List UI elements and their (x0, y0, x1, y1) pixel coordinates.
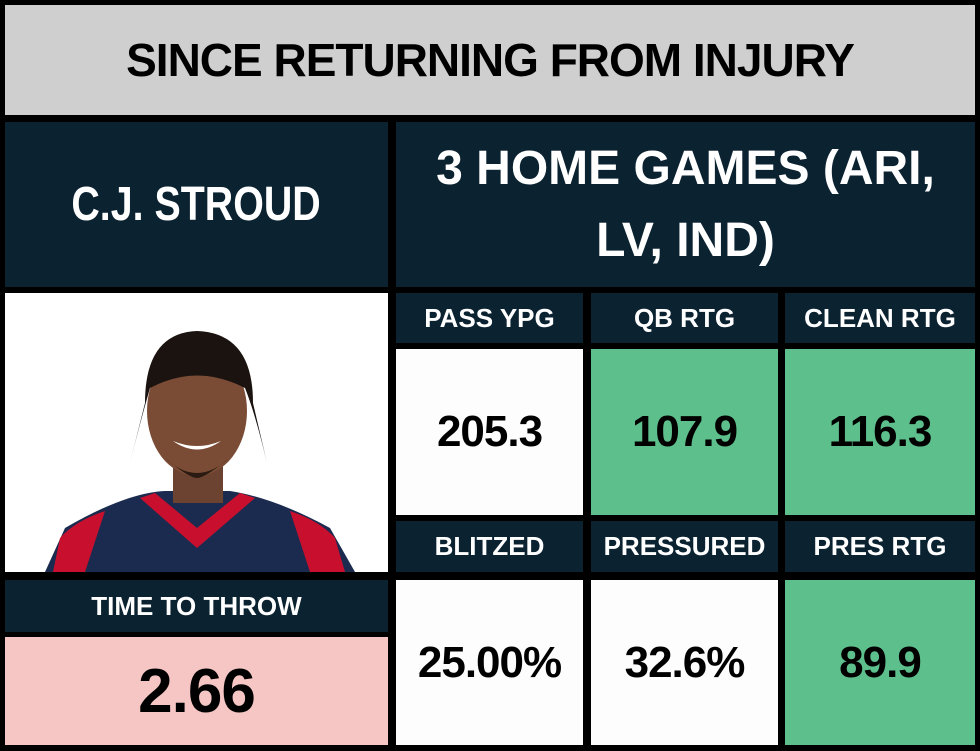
stat-header: PRESSURED (591, 521, 778, 572)
player-name: C.J. STROUD (71, 178, 322, 231)
stat-cell: 205.3 (396, 349, 583, 515)
stat-label: PRESSURED (603, 531, 766, 561)
time-to-throw-cell: 2.66 (5, 637, 388, 745)
stat-label: QB RTG (633, 302, 736, 333)
player-illustration (45, 331, 355, 572)
title-bar: SINCE RETURNING FROM INJURY (5, 5, 975, 115)
time-to-throw-value: 2.66 (138, 656, 256, 726)
stat-cell: 25.00% (396, 580, 583, 745)
title: SINCE RETURNING FROM INJURY (126, 34, 855, 86)
time-to-throw-label: TIME TO THROW (91, 590, 302, 621)
stat-value: 107.9 (631, 407, 738, 456)
games: 3 HOME GAMES (ARI, LV, IND) (436, 141, 935, 267)
stat-value: 205.3 (436, 407, 543, 456)
games-cell: 3 HOME GAMES (ARI, LV, IND) (396, 122, 975, 287)
player-photo (5, 293, 388, 572)
stat-header: CLEAN RTG (785, 293, 975, 343)
player-name-cell: C.J. STROUD (5, 122, 388, 287)
stat-label: PASS YPG (424, 302, 555, 333)
stat-label: CLEAN RTG (804, 302, 956, 333)
stat-header: PRES RTG (785, 521, 975, 572)
stat-cell: 89.9 (785, 580, 975, 745)
stat-cell: 116.3 (785, 349, 975, 515)
stat-header: QB RTG (591, 293, 778, 343)
stat-value: 25.00% (417, 637, 562, 687)
stat-cell: 32.6% (591, 580, 778, 745)
stat-value: 32.6% (624, 637, 746, 687)
stat-label: BLITZED (434, 531, 545, 561)
stat-value: 116.3 (828, 407, 933, 456)
stat-header: BLITZED (396, 521, 583, 572)
stat-label: PRES RTG (813, 531, 947, 561)
time-to-throw-header: TIME TO THROW (5, 580, 388, 632)
stat-value: 89.9 (839, 637, 922, 687)
stat-header: PASS YPG (396, 293, 583, 343)
stat-cell: 107.9 (591, 349, 778, 515)
